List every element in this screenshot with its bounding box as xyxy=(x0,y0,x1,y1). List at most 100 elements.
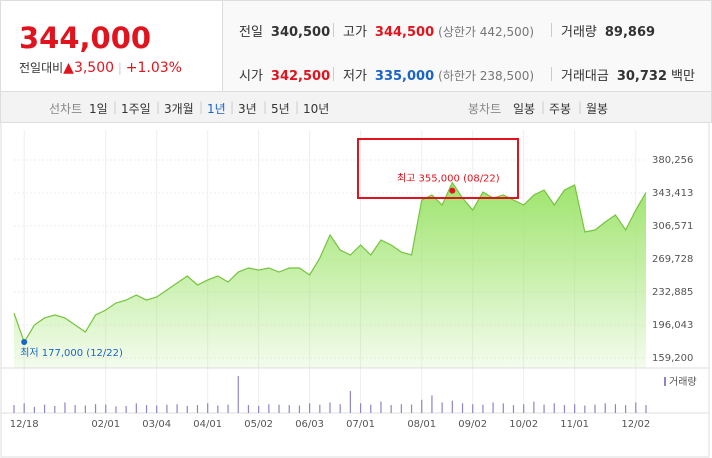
x-tick-label: 06/03 xyxy=(295,419,324,430)
candle-tab[interactable]: 월봉 xyxy=(586,102,609,116)
quote-limit: (상한가 442,500) xyxy=(438,25,535,39)
change-percent: +1.03% xyxy=(125,60,182,76)
volume-bar xyxy=(135,403,137,413)
x-tick-label: 04/01 xyxy=(193,419,222,430)
volume-bar xyxy=(349,390,351,413)
quote-value: 89,869 xyxy=(604,25,656,40)
quote-label: 전일 xyxy=(239,25,263,40)
period-tab[interactable]: 1년 xyxy=(207,102,226,116)
volume-bar xyxy=(339,404,341,413)
volume-bar xyxy=(380,401,382,413)
quote-panel: 344,000 전일대비▲3,500 | +1.03% 전일 340,500 고가 3… xyxy=(0,0,712,91)
tab-bar: 선차트 1일 1주일 | 3개월 | 1년 | 3년 | 5년 | 10년 | 봉차트 일봉 주봉 | 월봉 | xyxy=(0,91,712,123)
volume-bar xyxy=(105,404,107,413)
x-tick-label: 07/01 xyxy=(346,419,375,430)
volume-bar xyxy=(390,405,392,413)
separator xyxy=(333,23,334,37)
period-tab[interactable]: 5년 xyxy=(271,102,290,116)
quote-grid: 전일 340,500 고가 344,500 (상한가 442,500) 거래량 89,869… xyxy=(223,1,711,91)
volume-bar xyxy=(329,402,331,413)
volume-bar xyxy=(115,406,117,413)
quote-value: 342,500 xyxy=(270,69,331,84)
price-box: 344,000 전일대비▲3,500 | +1.03% xyxy=(1,1,223,91)
period-tab[interactable]: 1일 xyxy=(89,102,108,116)
y-tick-label: 159,200 xyxy=(652,353,693,364)
volume-bar xyxy=(94,404,97,413)
volume-legend-swatch xyxy=(664,377,666,386)
quote-value: 340,500 xyxy=(270,25,331,40)
volume-bar xyxy=(502,403,504,413)
volume-bar xyxy=(237,376,239,413)
volume-bar xyxy=(370,404,372,413)
quote-unit: 백만 xyxy=(671,69,695,84)
volume-bar xyxy=(574,404,576,413)
volume-bar xyxy=(614,404,617,413)
tab-separator: | xyxy=(113,100,118,114)
y-tick-label: 343,413 xyxy=(652,188,693,199)
volume-bar xyxy=(125,405,127,413)
tab-separator: | xyxy=(230,100,235,114)
volume-bar xyxy=(23,403,25,413)
volume-bar xyxy=(594,404,596,413)
low-marker xyxy=(21,339,28,346)
volume-bar xyxy=(421,399,423,413)
volume-bar xyxy=(472,404,474,413)
candle-tab[interactable]: 일봉 xyxy=(513,102,536,116)
candle-tab[interactable]: 주봉 xyxy=(549,102,572,116)
volume-bar xyxy=(217,405,219,413)
volume-bar xyxy=(227,404,229,413)
period-tab[interactable]: 10년 xyxy=(303,102,330,116)
volume-bar xyxy=(74,405,76,413)
volume-bar xyxy=(84,405,86,413)
x-tick-label: 05/02 xyxy=(244,419,273,430)
quote-cell: 고가 344,500 (상한가 442,500) xyxy=(343,21,534,40)
price-line xyxy=(13,181,647,344)
y-tick-label: 196,043 xyxy=(652,320,693,331)
volume-bar xyxy=(13,405,15,413)
volume-bar xyxy=(635,402,637,413)
period-tab[interactable]: 1주일 xyxy=(121,102,151,116)
quote-cell: 전일 340,500 xyxy=(239,21,330,40)
quote-cell: 거래대금 30,732 백만 xyxy=(561,65,695,84)
volume-bar xyxy=(207,403,209,413)
x-tick-label: 09/02 xyxy=(458,419,487,430)
separator xyxy=(551,67,552,81)
quote-label: 저가 xyxy=(343,69,367,84)
separator xyxy=(551,23,552,37)
volume-bar xyxy=(482,404,484,413)
separator xyxy=(333,67,334,81)
volume-bar xyxy=(604,403,606,413)
volume-bar xyxy=(54,405,56,413)
quote-cell: 저가 335,000 (하한가 238,500) xyxy=(343,65,534,84)
y-tick-label: 269,728 xyxy=(652,254,693,265)
y-tick-label: 232,885 xyxy=(652,287,693,298)
volume-bar xyxy=(288,405,290,413)
volume-bar xyxy=(309,403,311,413)
volume-bar xyxy=(359,403,362,413)
high-label: 최고 355,000 (08/22) xyxy=(397,173,500,185)
quote-label: 거래대금 xyxy=(561,69,609,84)
change: 전일대비▲3,500 | +1.03% xyxy=(19,60,182,76)
volume-bar xyxy=(461,403,464,413)
tab-label: 봉차트 xyxy=(468,102,502,116)
volume-bar xyxy=(156,405,158,413)
volume-bar xyxy=(563,405,566,413)
tab-label: 선차트 xyxy=(49,102,83,116)
tab-separator: | xyxy=(578,100,583,114)
price-area xyxy=(14,182,646,368)
quote-cell: 시가 342,500 xyxy=(239,65,330,84)
volume-bar xyxy=(268,404,270,413)
x-tick-label: 03/04 xyxy=(142,419,171,430)
volume-bar xyxy=(533,401,535,413)
volume-bar xyxy=(431,395,433,413)
quote-label: 고가 xyxy=(343,25,367,40)
chart: 12/18 02/01 03/04 04/01 05/02 06/03 07/01 08/01… xyxy=(0,122,710,458)
volume-bar xyxy=(166,404,168,413)
period-tab[interactable]: 3개월 xyxy=(164,102,194,116)
volume-bar xyxy=(523,404,525,413)
quote-limit: (하한가 238,500) xyxy=(438,69,535,83)
change-label: 전일대비 xyxy=(19,61,64,75)
period-tab[interactable]: 3년 xyxy=(238,102,257,116)
volume-legend: 거래량 xyxy=(669,376,697,388)
